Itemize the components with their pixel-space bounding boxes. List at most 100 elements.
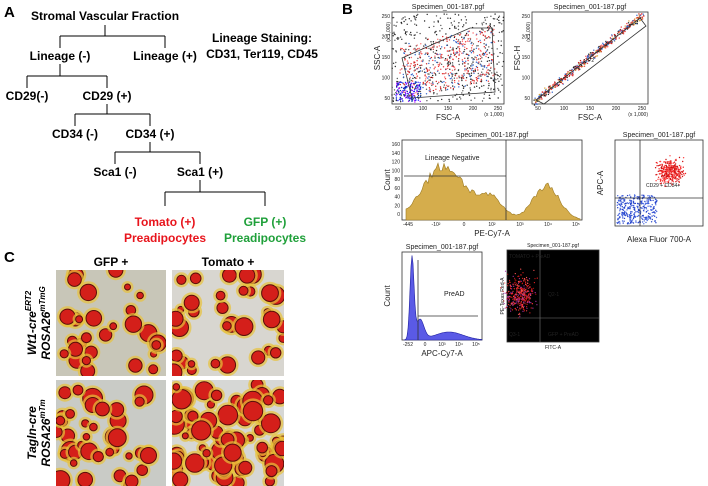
event-dot bbox=[433, 51, 434, 52]
event-dot bbox=[469, 50, 470, 51]
event-dot bbox=[488, 69, 489, 70]
event-dot bbox=[431, 73, 432, 74]
event-dot bbox=[619, 210, 620, 211]
event-dot bbox=[642, 221, 643, 222]
event-dot bbox=[462, 26, 463, 27]
event-dot bbox=[450, 56, 451, 57]
event-dot bbox=[403, 49, 404, 50]
event-dot bbox=[472, 50, 473, 51]
event-dot bbox=[525, 298, 526, 299]
event-dot bbox=[489, 37, 490, 38]
event-dot bbox=[655, 174, 656, 175]
event-dot bbox=[410, 32, 411, 33]
event-dot bbox=[681, 174, 682, 175]
event-dot bbox=[453, 50, 454, 51]
event-dot bbox=[473, 64, 474, 65]
event-dot bbox=[510, 292, 511, 293]
event-dot bbox=[420, 96, 421, 97]
y-tick-label: 60 bbox=[394, 186, 400, 192]
x-tick-label: 10³ bbox=[516, 222, 524, 228]
event-dot bbox=[434, 67, 435, 68]
event-dot bbox=[437, 54, 438, 55]
event-dot bbox=[413, 75, 414, 76]
event-dot bbox=[404, 90, 405, 91]
event-dot bbox=[425, 44, 426, 45]
event-dot bbox=[401, 18, 402, 19]
event-dot bbox=[581, 61, 582, 62]
event-dot bbox=[414, 35, 415, 36]
event-dot bbox=[554, 87, 555, 88]
event-dot bbox=[629, 219, 630, 220]
cell bbox=[66, 410, 75, 419]
cell bbox=[223, 268, 237, 282]
event-dot bbox=[417, 91, 418, 92]
event-dot bbox=[480, 56, 481, 57]
event-dot bbox=[488, 46, 489, 47]
event-dot bbox=[464, 58, 465, 59]
event-dot bbox=[427, 73, 428, 74]
event-dot bbox=[489, 63, 490, 64]
event-dot bbox=[453, 53, 454, 54]
event-dot bbox=[436, 62, 437, 63]
event-dot bbox=[466, 19, 467, 20]
event-dot bbox=[496, 63, 497, 64]
event-dot bbox=[599, 51, 600, 52]
event-dot bbox=[682, 176, 683, 177]
event-dot bbox=[594, 58, 595, 59]
event-dot bbox=[490, 16, 491, 17]
event-dot bbox=[405, 93, 406, 94]
axis-unit: (x 1,000) bbox=[526, 22, 532, 42]
event-dot bbox=[464, 44, 465, 45]
event-dot bbox=[525, 294, 526, 295]
event-dot bbox=[654, 212, 655, 213]
event-dot bbox=[495, 82, 496, 83]
event-dot bbox=[400, 48, 401, 49]
axis-unit: (x 1,000) bbox=[386, 22, 392, 42]
event-dot bbox=[488, 65, 489, 66]
event-dot bbox=[447, 18, 448, 19]
event-dot bbox=[435, 53, 436, 54]
event-dot bbox=[498, 20, 499, 21]
event-dot bbox=[439, 30, 440, 31]
event-dot bbox=[419, 52, 420, 53]
event-dot bbox=[452, 79, 453, 80]
event-dot bbox=[627, 202, 628, 203]
event-dot bbox=[534, 98, 535, 99]
event-dot bbox=[676, 175, 677, 176]
event-dot bbox=[490, 89, 491, 90]
event-dot bbox=[410, 83, 411, 84]
event-dot bbox=[510, 305, 511, 306]
gate-label: P2 bbox=[588, 58, 594, 64]
event-dot bbox=[420, 53, 421, 54]
event-dot bbox=[410, 68, 411, 69]
event-dot bbox=[426, 63, 427, 64]
event-dot bbox=[455, 28, 456, 29]
event-dot bbox=[508, 304, 509, 305]
event-dot bbox=[541, 98, 542, 99]
event-dot bbox=[468, 55, 469, 56]
cell bbox=[59, 387, 71, 399]
event-dot bbox=[649, 195, 650, 196]
cell bbox=[239, 461, 252, 474]
event-dot bbox=[445, 72, 446, 73]
event-dot bbox=[459, 77, 460, 78]
event-dot bbox=[668, 164, 669, 165]
event-dot bbox=[493, 18, 494, 19]
event-dot bbox=[438, 57, 439, 58]
event-dot bbox=[541, 94, 542, 95]
event-dot bbox=[430, 47, 431, 48]
event-dot bbox=[459, 64, 460, 65]
event-dot bbox=[631, 205, 632, 206]
event-dot bbox=[580, 60, 581, 61]
event-dot bbox=[515, 297, 516, 298]
event-dot bbox=[436, 34, 437, 35]
event-dot bbox=[433, 45, 434, 46]
event-dot bbox=[487, 30, 488, 31]
event-dot bbox=[571, 70, 572, 71]
event-dot bbox=[509, 307, 510, 308]
event-dot bbox=[452, 47, 453, 48]
event-dot bbox=[466, 54, 467, 55]
event-dot bbox=[426, 100, 427, 101]
event-dot bbox=[685, 173, 686, 174]
cell bbox=[188, 361, 195, 368]
